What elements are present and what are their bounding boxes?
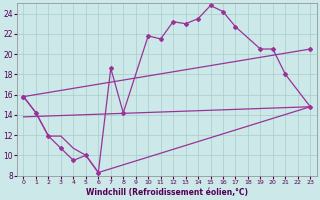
X-axis label: Windchill (Refroidissement éolien,°C): Windchill (Refroidissement éolien,°C) (86, 188, 248, 197)
